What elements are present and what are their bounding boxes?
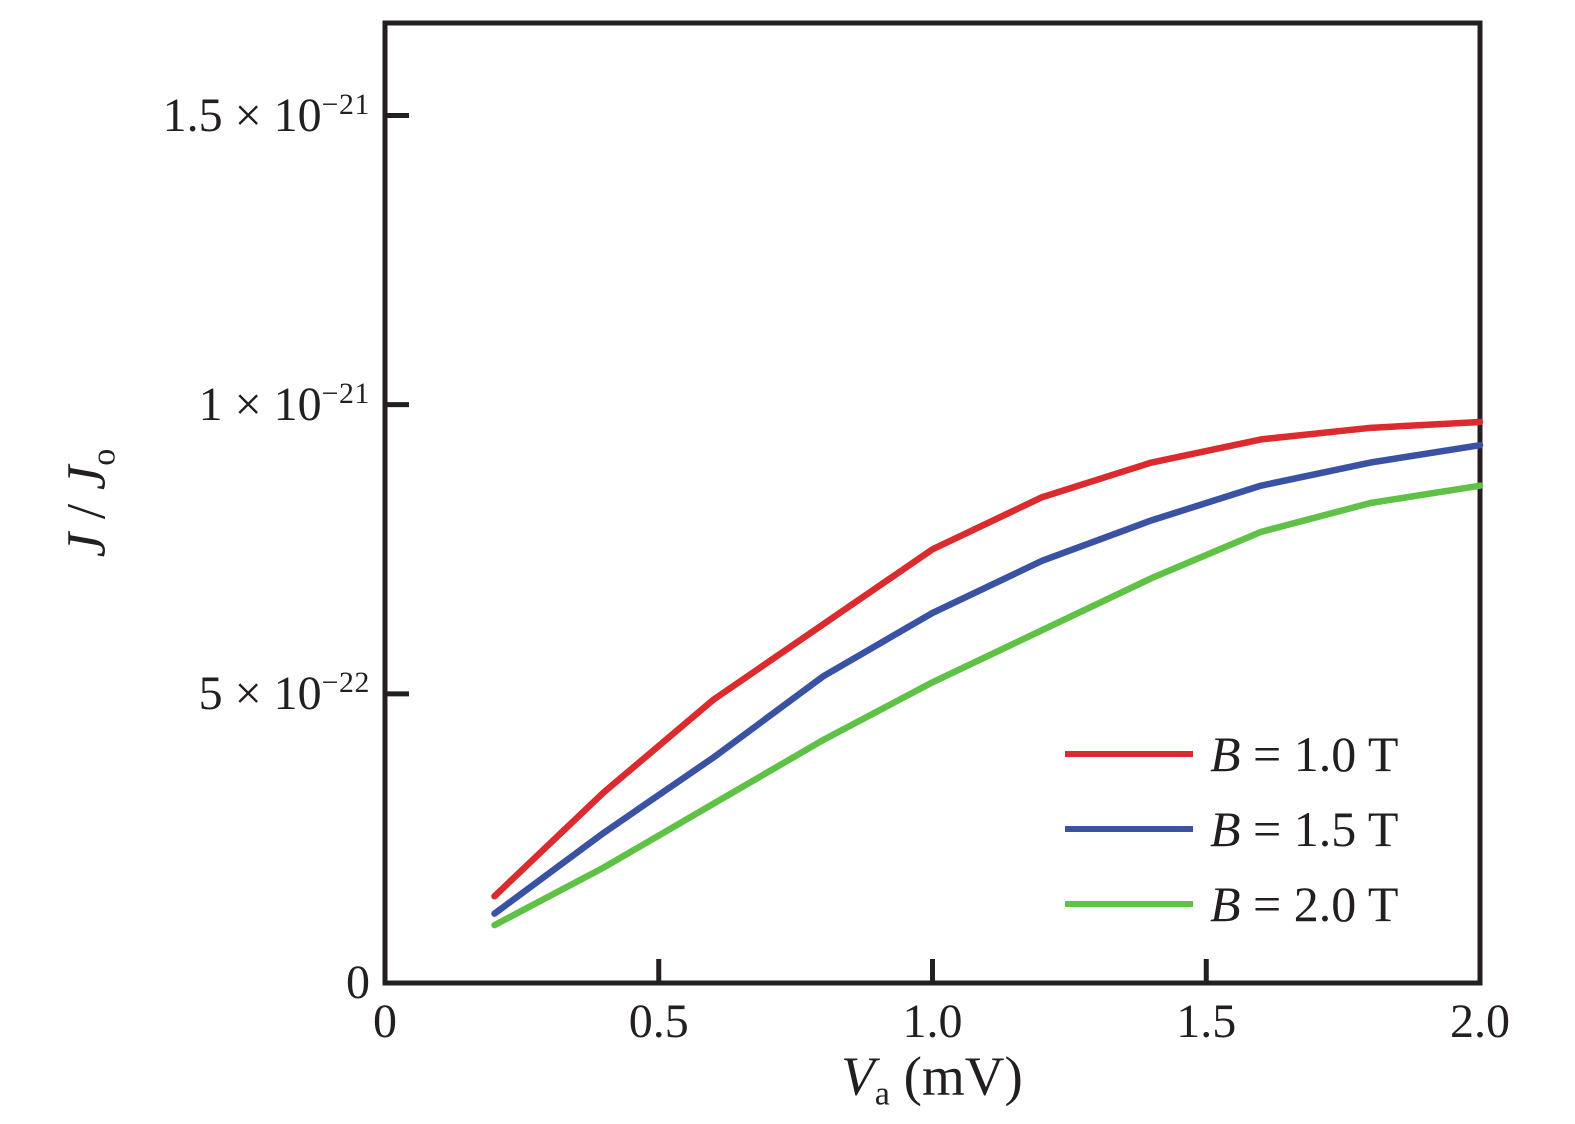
x-label-unit: (mV) [889, 1045, 1023, 1107]
legend-line-swatch-blue [1065, 825, 1193, 832]
x-tick-label-2p0: 2.0 [1450, 995, 1510, 1048]
y-tick-label-5e-22: 5 × 10−22 [198, 666, 370, 720]
y-tick-exponent: −22 [321, 666, 370, 700]
x-tick-label-0: 0 [373, 995, 397, 1048]
legend-row-b-2-0-t: B = 2.0 T [1065, 866, 1398, 941]
legend-symbol: B [1210, 725, 1241, 782]
x-axis-label: Va (mV) [841, 1045, 1023, 1111]
legend-value: = 2.0 T [1240, 875, 1399, 932]
y-label-subscript: o [85, 448, 123, 466]
y-tick-text: 1 × 10 [198, 377, 322, 431]
legend-line-swatch-green [1065, 900, 1193, 907]
y-tick-exponent: −21 [321, 88, 370, 122]
legend-label: B = 2.0 T [1210, 879, 1398, 929]
legend-label: B = 1.0 T [1210, 729, 1398, 779]
y-tick-exponent: −21 [321, 377, 370, 411]
legend-value: = 1.5 T [1240, 800, 1399, 857]
y-label-numerator: J [55, 532, 117, 558]
legend: B = 1.0 T B = 1.5 T B = 2.0 T [1065, 716, 1398, 941]
y-axis-label: J / Jo [55, 449, 123, 558]
legend-row-b-1-0-t: B = 1.0 T [1065, 716, 1398, 791]
legend-line-swatch-red [1065, 750, 1193, 757]
y-tick-label-1e-21: 1 × 10−21 [198, 377, 370, 431]
y-tick-text: 5 × 10 [198, 666, 322, 720]
legend-value: = 1.0 T [1240, 725, 1399, 782]
legend-symbol: B [1210, 800, 1241, 857]
legend-label: B = 1.5 T [1210, 804, 1398, 854]
y-label-denominator: J [55, 465, 117, 491]
x-tick-label-1p5: 1.5 [1176, 995, 1237, 1048]
y-label-separator: / [55, 490, 117, 533]
y-tick-text: 0 [346, 956, 370, 1009]
y-tick-label-1p5e-21: 1.5 × 10−21 [162, 88, 370, 142]
legend-row-b-1-5-t: B = 1.5 T [1065, 791, 1398, 866]
x-label-symbol: V [841, 1045, 875, 1107]
x-tick-label-1p0: 1.0 [902, 995, 963, 1048]
y-tick-label-0: 0 [346, 959, 370, 1007]
x-tick-label-0p5: 0.5 [628, 995, 689, 1048]
y-tick-text: 1.5 × 10 [162, 88, 322, 142]
legend-symbol: B [1210, 875, 1241, 932]
x-label-subscript: a [874, 1075, 890, 1113]
